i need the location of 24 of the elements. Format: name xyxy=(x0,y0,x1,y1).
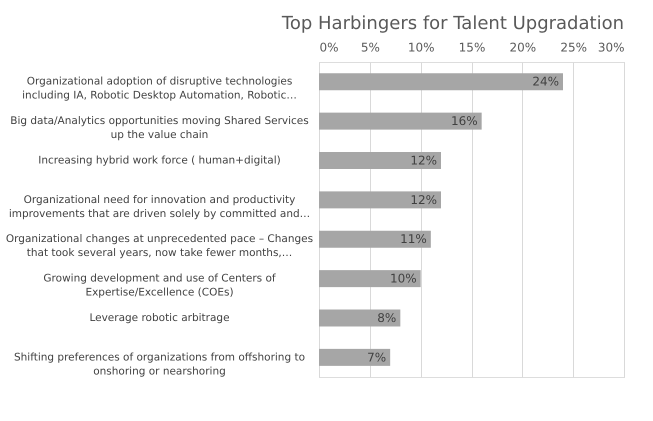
y-tick-label: Leverage robotic arbitrage xyxy=(89,312,230,324)
x-tick-label: 0% xyxy=(320,40,339,54)
data-label: 7% xyxy=(367,350,386,364)
y-tick-label: Growing development and use of Centers of Expertise/Excellence (COEs) xyxy=(43,272,276,299)
data-label: 12% xyxy=(410,192,437,207)
x-tick-label: 10% xyxy=(408,40,435,54)
chart-title: Top Harbingers for Talent Upgradation xyxy=(280,13,624,34)
data-label: 12% xyxy=(410,153,437,168)
x-tick-label: 25% xyxy=(560,40,588,54)
x-tick-label: 20% xyxy=(509,40,536,54)
y-tick-label: Organizational adoption of disruptive technologies including IA, Robotic Desktop Automation, Robotic… xyxy=(22,76,297,102)
data-label: 8% xyxy=(377,310,396,325)
y-tick-label: Organizational need for innovation and productivity improvements that are driven solely by committed and… xyxy=(8,194,310,220)
x-tick-label: 30% xyxy=(598,40,624,54)
y-tick-label: Big data/Analytics opportunities moving Shared Services up the value chain xyxy=(10,115,309,142)
data-label: 24% xyxy=(532,74,559,89)
data-label: 10% xyxy=(390,272,417,286)
y-tick-label: Organizational changes at unprecedented pace – Changes that took several years, now take fewer months,… xyxy=(6,233,314,260)
data-label: 11% xyxy=(400,232,427,246)
x-tick-label: 5% xyxy=(360,40,380,54)
y-tick-label: Increasing hybrid work force ( human+digital) xyxy=(38,154,281,166)
data-label: 16% xyxy=(450,114,478,128)
y-tick-label: Shifting preferences of organizations from offshoring to onshoring or nearshoring xyxy=(14,351,306,378)
x-tick-label: 15% xyxy=(458,40,486,54)
